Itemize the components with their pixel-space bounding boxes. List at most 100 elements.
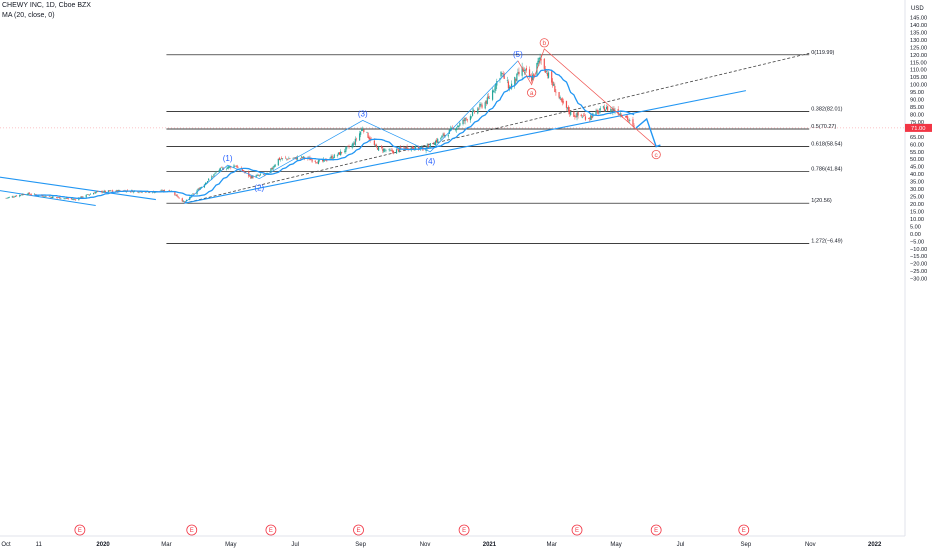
candle-body: [533, 73, 535, 76]
candle-body: [71, 199, 74, 200]
candle-body: [80, 196, 82, 199]
candle-body: [567, 106, 570, 112]
candle-body: [369, 137, 371, 141]
elliott-wave-annotations[interactable]: (1) (2) (3) (4) (5) a b c: [184, 38, 661, 204]
candle-body: [251, 175, 253, 179]
candle-body: [277, 158, 279, 166]
candle-body: [227, 167, 229, 169]
candle-body: [540, 59, 542, 61]
x-tick-label: Sep: [741, 542, 752, 548]
trendlines[interactable]: [0, 52, 810, 207]
y-tick-label: 0.00: [910, 232, 921, 238]
fibonacci-retracement[interactable]: 0(119.99) 0.382(82.01) 0.5(70.27) 0.618(58.…: [0, 50, 905, 245]
candle-body: [26, 194, 28, 196]
candle-body: [326, 160, 328, 161]
candle-body: [57, 197, 59, 198]
candle-body: [441, 135, 443, 138]
candle-body: [597, 110, 599, 114]
symbol-title[interactable]: CHEWY INC, 1D, Cboe BZX: [2, 2, 91, 9]
wave-label: (3): [358, 109, 368, 118]
candle-body: [339, 151, 342, 156]
candle-body: [376, 147, 379, 150]
candle-body: [437, 138, 439, 143]
abc-label-circle: [539, 38, 549, 48]
candle-body: [333, 154, 335, 159]
candle-body: [228, 166, 230, 169]
x-tick-label: Oct: [1, 542, 11, 548]
candle-body: [85, 194, 87, 198]
candle-body: [29, 194, 31, 195]
y-tick-label: −20.00: [910, 262, 927, 268]
candle-body: [44, 195, 46, 197]
candle-body: [633, 125, 635, 127]
candle-body: [581, 117, 583, 118]
candle-body: [6, 197, 8, 199]
candle-body: [433, 144, 436, 145]
candle-body: [418, 146, 420, 150]
wave-label: (5): [513, 50, 523, 59]
candle-body: [118, 190, 120, 192]
wave-label: (4): [425, 157, 435, 166]
y-tick-label: 25.00: [910, 195, 924, 201]
candle-body: [432, 143, 435, 145]
candle-body: [96, 191, 98, 193]
earnings-event-marker: [738, 524, 750, 536]
candle-body: [529, 75, 532, 76]
candle-body: [348, 146, 350, 148]
candle-body: [382, 148, 384, 151]
candle-body: [566, 107, 569, 109]
candle-body: [405, 146, 407, 149]
candle-body: [525, 68, 527, 71]
y-tick-label: 105.00: [910, 75, 927, 81]
candle-body: [531, 77, 533, 82]
candle-body: [289, 158, 291, 160]
candle-body: [183, 201, 185, 203]
x-tick-label: Sep: [355, 542, 366, 548]
indicator-legend[interactable]: MA (20, close, 0): [2, 12, 55, 19]
candle-body: [23, 194, 25, 195]
time-axis[interactable]: Oct 11 2020 Mar May Jul Sep Nov 2021 Mar May Jul Sep…: [0, 535, 905, 548]
earnings-event-label: E: [575, 528, 579, 534]
y-tick-label: 65.00: [910, 135, 924, 141]
y-tick-label: 75.00: [910, 120, 924, 126]
candle-body: [496, 81, 498, 86]
candle-body: [449, 128, 451, 131]
candle-body: [288, 158, 290, 160]
candle-body: [632, 119, 634, 125]
candle-body: [392, 150, 394, 153]
candle-body: [59, 196, 61, 199]
candle-body: [185, 199, 188, 202]
y-tick-label: 30.00: [910, 187, 924, 193]
candle-body: [87, 194, 89, 196]
candle-body: [360, 131, 362, 135]
candle-body: [580, 114, 582, 117]
candle-body: [612, 108, 614, 112]
candle-body: [426, 145, 428, 149]
y-tick-label: −5.00: [910, 239, 924, 245]
candle-body: [480, 104, 482, 105]
candle-body: [101, 190, 103, 193]
candle-body: [330, 156, 332, 159]
y-tick-label: 15.00: [910, 209, 924, 215]
y-tick-label: 45.00: [910, 165, 924, 171]
candle-body: [30, 194, 32, 195]
y-tick-label: 95.00: [910, 90, 924, 96]
candle-body: [293, 157, 295, 159]
candle-body: [502, 73, 504, 74]
candle-body: [323, 159, 325, 162]
x-tick-label: Mar: [161, 542, 171, 548]
candle-body: [221, 167, 223, 169]
candle-body: [33, 193, 36, 195]
trendline: [184, 90, 747, 204]
candle-body: [341, 152, 343, 153]
candle-body: [412, 147, 415, 150]
price-axis[interactable]: USD145.00140.00135.00130.00125.00120.001…: [904, 0, 932, 550]
candle-body: [336, 155, 339, 156]
candle-body: [552, 81, 554, 86]
candle-body: [455, 129, 457, 130]
candle-body: [352, 143, 354, 146]
candle-body: [583, 115, 586, 116]
candle-body: [610, 109, 612, 113]
